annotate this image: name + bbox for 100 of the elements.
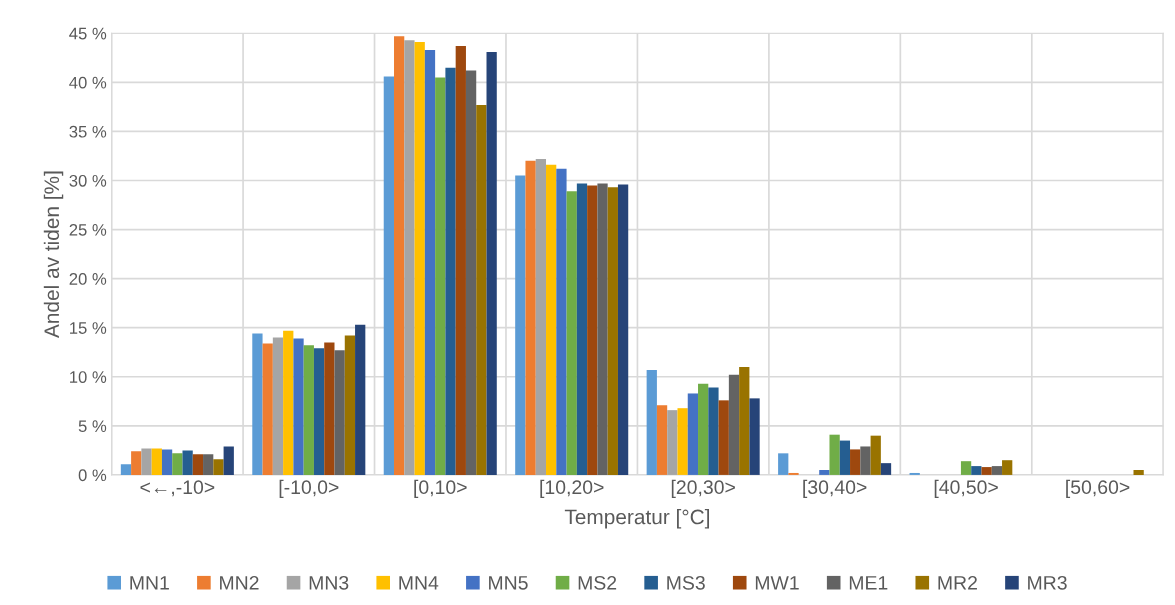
y-tick-label: 0 % bbox=[78, 469, 107, 482]
bar bbox=[344, 335, 356, 475]
bar bbox=[656, 405, 668, 475]
bar bbox=[556, 168, 567, 475]
bar bbox=[141, 448, 152, 475]
y-tick-label: 20 % bbox=[69, 273, 107, 285]
legend-label: MN5 bbox=[489, 576, 528, 590]
bar bbox=[313, 348, 325, 475]
bar bbox=[971, 466, 982, 475]
bar bbox=[515, 175, 526, 475]
legend-label: MS2 bbox=[578, 575, 617, 590]
bar bbox=[192, 454, 204, 475]
bar bbox=[677, 408, 688, 475]
bar bbox=[607, 187, 618, 475]
bar bbox=[587, 185, 598, 475]
legend-label: MR3 bbox=[1028, 575, 1067, 590]
bar bbox=[718, 400, 729, 475]
bar bbox=[182, 450, 193, 475]
bar bbox=[960, 461, 972, 475]
bar bbox=[698, 383, 709, 475]
bar bbox=[819, 470, 830, 475]
bar bbox=[749, 398, 760, 475]
bar bbox=[1002, 460, 1013, 475]
bar bbox=[404, 40, 415, 475]
legend-label: MR2 bbox=[938, 575, 977, 590]
x-tick-label: [30,40> bbox=[803, 479, 867, 498]
bar bbox=[646, 369, 657, 475]
y-tick-label: 5 % bbox=[78, 420, 107, 433]
bar bbox=[465, 70, 477, 475]
bar bbox=[1133, 470, 1144, 475]
y-axis-title: Andel av tiden [%] bbox=[43, 171, 64, 339]
bar bbox=[203, 454, 214, 475]
bar bbox=[728, 374, 740, 475]
y-tick-label: 15 % bbox=[70, 322, 107, 334]
bar bbox=[414, 42, 425, 475]
bar bbox=[324, 342, 335, 475]
bar bbox=[303, 345, 314, 475]
bar bbox=[991, 466, 1003, 475]
bar bbox=[283, 330, 294, 475]
bar bbox=[829, 434, 840, 475]
bar bbox=[252, 333, 263, 475]
bar bbox=[435, 77, 446, 475]
legend-label: MN2 bbox=[220, 575, 259, 590]
legend-label: MN3 bbox=[309, 575, 349, 590]
bar bbox=[839, 440, 851, 475]
bar bbox=[870, 435, 881, 475]
bar bbox=[981, 467, 992, 475]
bar bbox=[880, 463, 892, 475]
y-tick-label: 45 % bbox=[69, 27, 107, 40]
bar bbox=[576, 183, 588, 475]
bar bbox=[687, 393, 699, 475]
bar bbox=[566, 191, 577, 475]
y-tick-label: 40 % bbox=[69, 76, 107, 89]
x-tick-label: [20,30> bbox=[671, 479, 735, 498]
bar bbox=[535, 158, 547, 475]
bar bbox=[262, 343, 273, 475]
bar bbox=[486, 51, 497, 475]
x-tick-label: [0,10> bbox=[414, 479, 467, 498]
bar bbox=[120, 464, 132, 475]
bar bbox=[778, 453, 789, 475]
x-tick-label: [50,60> bbox=[1066, 479, 1130, 498]
bar bbox=[667, 410, 678, 475]
bar bbox=[334, 350, 345, 475]
x-tick-label: [-10,0> bbox=[279, 479, 339, 498]
x-tick-label: <←,-10> bbox=[140, 480, 215, 497]
bar bbox=[213, 459, 224, 475]
legend-label: MW1 bbox=[755, 576, 799, 590]
bar bbox=[161, 449, 173, 475]
x-axis-title: Temperatur [°C] bbox=[564, 509, 710, 529]
x-tick-label: [10,20> bbox=[540, 479, 604, 498]
bar bbox=[476, 104, 487, 475]
bar bbox=[708, 387, 719, 475]
legend-label: MN1 bbox=[130, 576, 169, 590]
bar bbox=[394, 36, 405, 475]
bar bbox=[617, 184, 629, 475]
bar bbox=[455, 46, 466, 475]
bar bbox=[546, 164, 557, 475]
bar bbox=[293, 338, 304, 475]
bar bbox=[272, 337, 284, 475]
y-tick-label: 25 % bbox=[69, 223, 107, 236]
bar bbox=[739, 366, 750, 475]
y-tick-label: 10 % bbox=[70, 371, 107, 383]
bar bbox=[151, 448, 162, 475]
bar bbox=[424, 49, 436, 475]
bar bbox=[131, 451, 142, 475]
x-tick-label: [40,50> bbox=[934, 479, 998, 498]
y-tick-label: 30 % bbox=[69, 174, 107, 187]
bar bbox=[223, 446, 234, 475]
bar bbox=[525, 160, 536, 475]
legend-label: MN4 bbox=[399, 576, 439, 590]
bar bbox=[172, 453, 183, 475]
bar bbox=[445, 67, 456, 475]
bar bbox=[860, 446, 871, 475]
bar bbox=[597, 183, 608, 475]
bar bbox=[355, 324, 366, 475]
legend-label: MS3 bbox=[667, 575, 705, 590]
legend-label: ME1 bbox=[849, 576, 888, 590]
y-tick-label: 35 % bbox=[69, 125, 107, 138]
bar bbox=[850, 449, 861, 475]
bar bbox=[383, 76, 395, 475]
